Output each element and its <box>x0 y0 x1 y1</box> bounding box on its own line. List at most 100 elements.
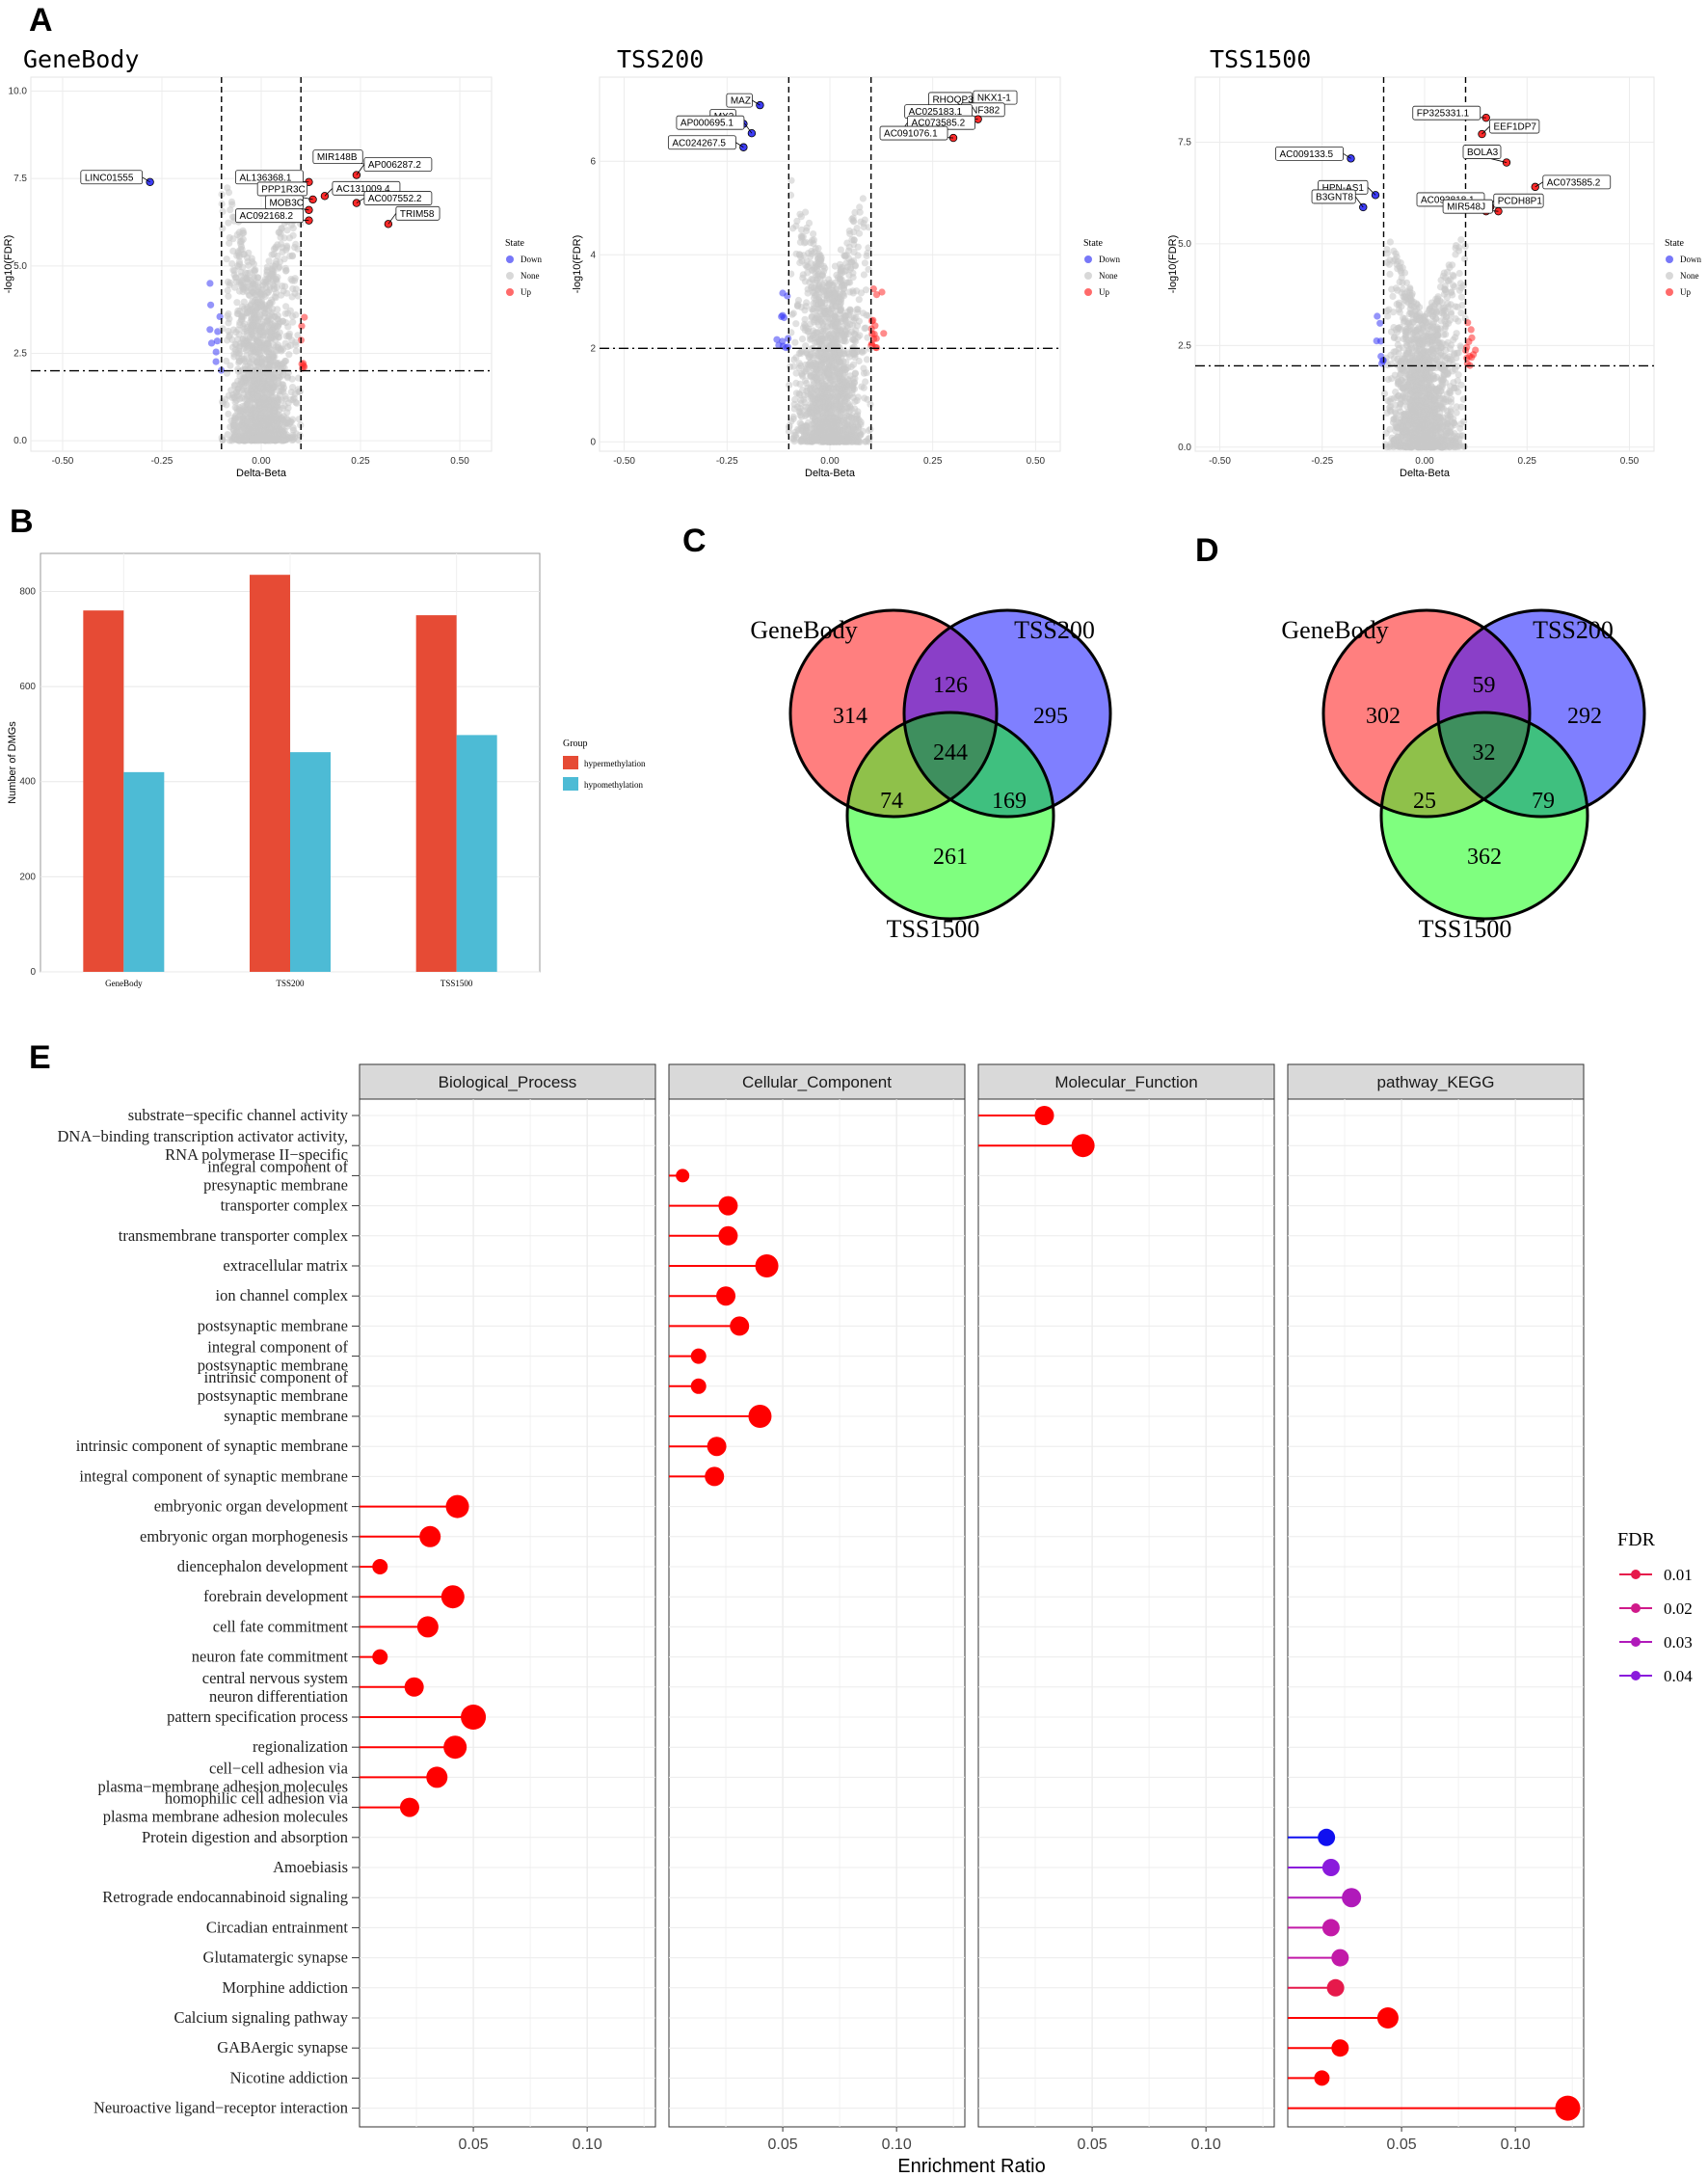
point-none <box>247 321 254 329</box>
term-label: integral component of <box>207 1157 348 1175</box>
point-none <box>800 395 808 403</box>
point-none <box>848 420 856 428</box>
point-none <box>1446 428 1454 436</box>
panel-label-a: A <box>29 2 53 39</box>
point-none <box>846 265 854 273</box>
venn-set-label: TSS200 <box>1014 616 1095 644</box>
term-label: postsynaptic membrane <box>198 1316 348 1334</box>
point-none <box>257 412 265 419</box>
gene-label: PCDH8P1 <box>1498 197 1543 207</box>
point-none <box>278 414 285 421</box>
point-none <box>831 262 840 270</box>
venn-count-a: 314 <box>833 704 867 729</box>
point-none <box>228 259 236 268</box>
point-none <box>224 286 231 294</box>
point-none <box>286 341 294 349</box>
venn-set-label: GeneBody <box>750 616 857 644</box>
volcano-tss200: TSS200-0.50 -0.25 0.00 0.25 0.500246Delta-Be… <box>572 45 1120 479</box>
point-none <box>825 395 833 403</box>
point-none <box>261 395 269 403</box>
point-none <box>828 346 837 354</box>
lollipop-dot <box>718 1225 738 1246</box>
x-tick-label: 0.50 <box>450 456 469 467</box>
point-none <box>803 299 811 307</box>
term-label: intrinsic component of <box>204 1368 349 1386</box>
bar-hypermethylation <box>250 575 290 972</box>
point-none <box>847 432 856 440</box>
point-none <box>789 415 797 423</box>
point-none <box>1419 360 1427 367</box>
point-none <box>1395 344 1403 352</box>
facet-strip-label: pathway_KEGG <box>1377 1073 1495 1091</box>
point-none <box>824 305 832 312</box>
point-none <box>841 311 848 319</box>
bar-hypomethylation <box>456 735 497 972</box>
point-none <box>1428 401 1435 409</box>
term-label: ion channel complex <box>216 1286 349 1304</box>
point-none <box>224 431 231 439</box>
point-none <box>279 248 286 255</box>
venn-count-abc: 32 <box>1473 740 1496 766</box>
point-none <box>275 343 282 352</box>
point-none <box>1394 378 1402 386</box>
point-none <box>860 271 868 279</box>
point-none <box>261 388 269 395</box>
point-none <box>846 306 854 313</box>
y-tick-label: 7.5 <box>13 174 27 184</box>
point-none <box>219 207 227 215</box>
point-none <box>289 318 297 326</box>
point-none <box>1393 424 1401 432</box>
point-up <box>301 313 308 321</box>
point-none <box>243 254 251 261</box>
gene-label: AC073585.2 <box>1547 177 1601 188</box>
x-tick-label: 0.10 <box>882 2137 912 2153</box>
point-none <box>1428 421 1437 429</box>
point-none <box>1460 443 1468 450</box>
point-none <box>252 417 259 425</box>
point-none <box>255 323 263 331</box>
point-none <box>1454 349 1461 357</box>
point-none <box>802 349 810 357</box>
point-none <box>1405 336 1413 344</box>
point-none <box>827 357 835 364</box>
point-none <box>1394 286 1401 294</box>
point-none <box>239 426 247 434</box>
point-none <box>1424 325 1431 333</box>
point-none <box>1421 389 1429 396</box>
point-down <box>214 328 222 336</box>
point-down <box>785 335 792 342</box>
point-none <box>801 315 809 323</box>
point-none <box>247 363 254 371</box>
point-none <box>226 239 233 247</box>
legend-label: Down <box>1099 255 1120 264</box>
x-tick-label: 0.05 <box>768 2137 798 2153</box>
point-none <box>236 321 244 329</box>
point-none <box>861 325 868 333</box>
point-none <box>856 208 864 216</box>
point-none <box>280 234 288 242</box>
point-none <box>1387 361 1395 368</box>
point-none <box>841 408 850 417</box>
point-none <box>268 426 276 435</box>
point-none <box>805 219 814 227</box>
point-none <box>270 282 278 290</box>
point-none <box>836 426 843 434</box>
point-none <box>797 213 806 221</box>
point-none <box>832 321 841 329</box>
point-none <box>235 357 243 364</box>
point-none <box>1439 436 1447 443</box>
y-tick-label: 2.5 <box>1178 340 1191 351</box>
point-none <box>789 309 797 317</box>
lollipop-dot <box>690 1378 707 1394</box>
volcano-title: TSS1500 <box>1210 45 1311 73</box>
point-none <box>269 357 277 364</box>
point-none <box>278 383 285 390</box>
point-none <box>843 324 851 332</box>
lollipop-dot <box>716 1286 736 1306</box>
point-none <box>854 306 862 313</box>
point-none <box>1419 430 1427 438</box>
point-none <box>838 331 845 338</box>
point-none <box>1452 334 1459 341</box>
